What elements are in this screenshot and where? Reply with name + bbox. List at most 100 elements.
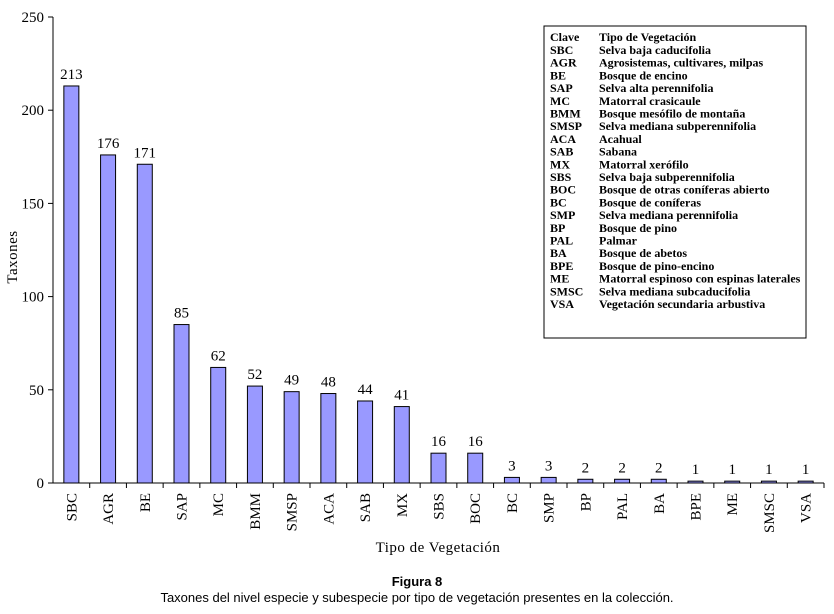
- bar-aca: [320, 393, 337, 484]
- bar-be: [136, 163, 153, 484]
- legend-description: Matorral crasicaule: [599, 94, 701, 108]
- bars: 213 176 171 85 62 52 49 48 44 41 16 16 3 3 2 2 2 1 1 1 1: [60, 67, 814, 484]
- legend-key: SAP: [550, 81, 573, 95]
- legend-description: Selva baja caducifolia: [599, 43, 711, 57]
- data-label-agr: 176: [97, 136, 120, 152]
- x-tick-label-boc: BOC: [468, 493, 484, 524]
- x-tick-label-smsc: SMSC: [762, 493, 778, 533]
- figure-caption: Taxones del nivel especie y subespecie p…: [160, 590, 674, 605]
- x-tick-label-bmm: BMM: [248, 493, 264, 530]
- legend-key: VSA: [550, 297, 574, 311]
- bar-boc: [467, 452, 484, 484]
- x-tick-label-me: ME: [725, 493, 741, 516]
- bar-smsp: [283, 391, 300, 484]
- legend-description: Matorral espinoso con espinas laterales: [599, 272, 801, 286]
- x-tick-label-mx: MX: [395, 493, 411, 517]
- legend: Clave Tipo de Vegetación SBC Selva baja c…: [543, 25, 807, 339]
- x-tick-label-pal: PAL: [615, 493, 631, 520]
- bar-sap: [173, 324, 190, 484]
- legend-key: BOC: [550, 183, 576, 197]
- x-tick-label-smsp: SMSP: [285, 493, 301, 531]
- legend-key: BE: [550, 68, 566, 82]
- x-tick-label-sbc: SBC: [64, 493, 80, 521]
- legend-key: SAB: [550, 145, 573, 159]
- bar-bp: [577, 478, 594, 484]
- legend-description: Bosque de abetos: [599, 246, 687, 260]
- y-tick-label: 200: [22, 103, 45, 119]
- legend-description: Selva mediana subcaducifolia: [599, 284, 750, 298]
- bar-bmm: [246, 385, 263, 484]
- legend-key: ME: [550, 272, 569, 286]
- y-axis-title: Taxones: [5, 230, 21, 283]
- data-label-me: 1: [728, 462, 736, 478]
- x-axis-title: Tipo de Vegetación: [376, 540, 501, 556]
- x-axis: SBC AGR BE SAP MC BMM SMSP ACA SAB MX SBS BOC BC SMP B…: [53, 482, 825, 533]
- legend-key: MC: [550, 94, 570, 108]
- data-label-aca: 48: [321, 375, 336, 391]
- y-tick-label: 250: [22, 10, 45, 26]
- x-tick-label-agr: AGR: [101, 493, 117, 525]
- y-tick-label: 50: [29, 383, 44, 399]
- data-label-bpe: 1: [692, 462, 700, 478]
- legend-key: SMSC: [550, 284, 583, 298]
- legend-description: Bosque de pino: [599, 221, 677, 235]
- x-tick-label-smp: SMP: [542, 493, 558, 523]
- x-tick-label-mc: MC: [211, 493, 227, 516]
- data-label-boc: 16: [468, 434, 484, 450]
- x-tick-label-bc: BC: [505, 493, 521, 513]
- data-label-smsc: 1: [765, 462, 773, 478]
- data-label-mx: 41: [394, 388, 409, 404]
- legend-key: SBC: [550, 43, 573, 57]
- legend-key: BMM: [550, 107, 581, 121]
- data-label-ba: 2: [655, 460, 663, 476]
- data-label-smsp: 49: [284, 373, 299, 389]
- data-label-sbc: 213: [60, 67, 83, 83]
- legend-description: Acahual: [599, 132, 642, 146]
- data-label-sab: 44: [358, 382, 374, 398]
- data-label-vsa: 1: [802, 462, 810, 478]
- legend-key: BC: [550, 195, 567, 209]
- data-label-sbs: 16: [431, 434, 447, 450]
- bar-pal: [614, 478, 631, 484]
- legend-description: Vegetación secundaria arbustiva: [599, 297, 765, 311]
- data-label-sap: 85: [174, 306, 189, 322]
- figure-title: Figura 8: [391, 574, 443, 589]
- legend-description: Selva baja subperennifolia: [599, 170, 735, 184]
- x-tick-label-vsa: VSA: [799, 493, 815, 523]
- legend-description: Bosque de encino: [599, 68, 688, 82]
- x-tick-label-sab: SAB: [358, 493, 374, 522]
- legend-key: SMP: [550, 208, 575, 222]
- x-tick-label-sap: SAP: [175, 493, 191, 521]
- bar-smp: [540, 476, 557, 484]
- data-label-be: 171: [134, 145, 157, 161]
- legend-key: SMSP: [550, 119, 582, 133]
- legend-key: BA: [550, 246, 567, 260]
- legend-description: Selva mediana subperennifolia: [599, 119, 756, 133]
- legend-description: Selva alta perennifolia: [599, 81, 713, 95]
- legend-description: Bosque de coníferas: [599, 195, 701, 209]
- bar-bc: [503, 476, 520, 484]
- legend-description: Palmar: [599, 234, 638, 248]
- y-axis: 0 50 100 150 200 250: [22, 10, 54, 492]
- legend-key: BP: [550, 221, 565, 235]
- data-label-bc: 3: [508, 458, 516, 474]
- bar-sbc: [63, 85, 80, 484]
- y-tick-label: 100: [22, 290, 45, 306]
- y-tick-label: 150: [22, 196, 45, 212]
- bar-mx: [393, 406, 410, 484]
- legend-box: [543, 25, 807, 339]
- legend-header-key: Clave: [550, 30, 580, 44]
- legend-description: Selva mediana perennifolia: [599, 208, 738, 222]
- legend-description: Matorral xerófilo: [599, 157, 689, 171]
- bar-mc: [210, 366, 227, 484]
- legend-description: Agrosistemas, cultivares, milpas: [599, 56, 764, 70]
- data-label-pal: 2: [618, 460, 626, 476]
- legend-description: Sabana: [599, 145, 637, 159]
- data-label-bp: 2: [582, 460, 590, 476]
- legend-key: SBS: [550, 170, 572, 184]
- legend-key: MX: [550, 157, 570, 171]
- x-tick-label-aca: ACA: [321, 493, 337, 525]
- x-tick-label-bp: BP: [578, 493, 594, 511]
- data-label-bmm: 52: [247, 367, 262, 383]
